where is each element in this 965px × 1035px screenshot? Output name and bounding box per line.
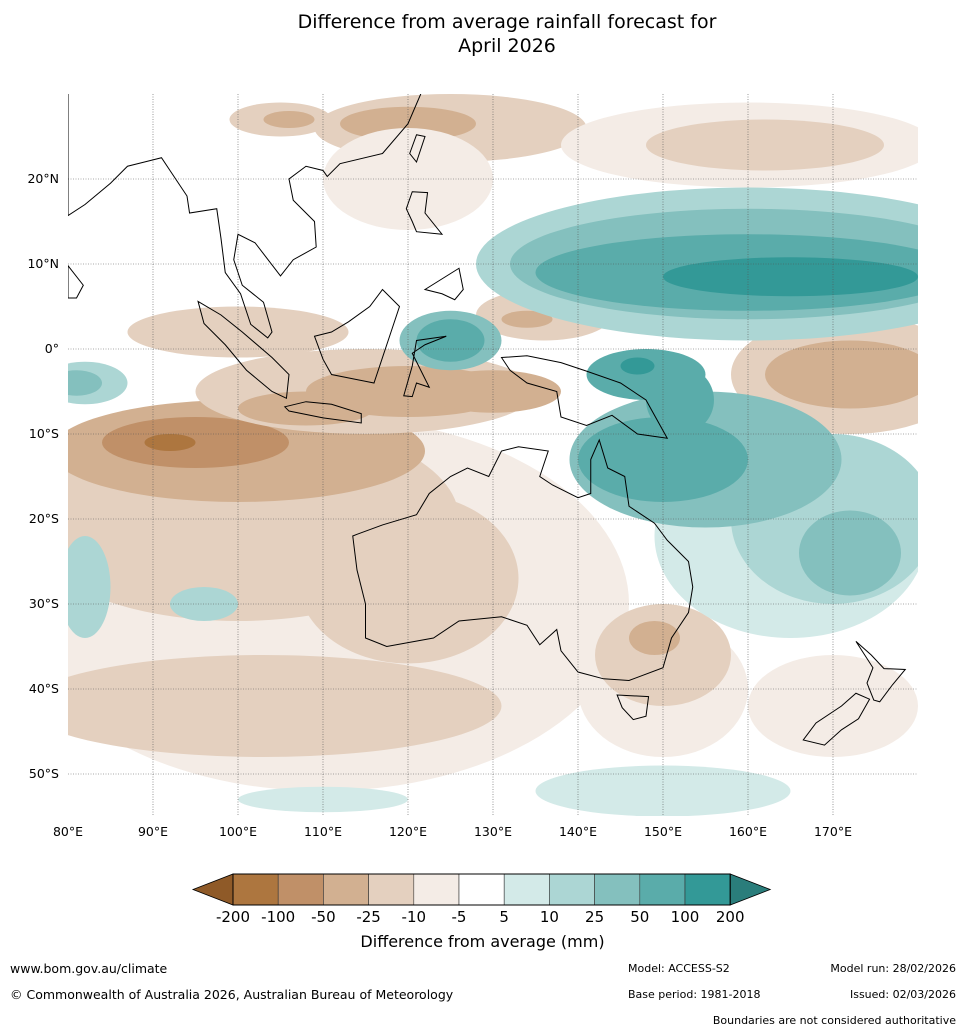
colorbar-segment (413, 873, 460, 906)
colorbar-tick-label: 200 (716, 908, 745, 926)
lat-tick-label: 40°S (29, 681, 59, 696)
coastline-borneo (313, 288, 401, 384)
lat-tick-label: 50°S (29, 766, 59, 781)
anomaly-region (620, 357, 655, 375)
colorbar-tick-label: -10 (402, 908, 427, 926)
model-run: Model run: 28/02/2026 (830, 962, 956, 975)
anomaly-region (765, 340, 918, 409)
coastline-sulawesi (403, 335, 447, 398)
coastline-tasmania (616, 694, 650, 721)
colorbar-tick-label: -5 (452, 908, 467, 926)
colorbar-segment (277, 873, 324, 906)
colorbar-tick-label: 10 (540, 908, 559, 926)
coastline-nz-north (855, 641, 907, 703)
map-title: Difference from average rainfall forecas… (0, 10, 965, 58)
lon-tick-label: 160°E (729, 824, 767, 839)
coastline-sumatra (197, 300, 290, 400)
lon-tick-label: 90°E (138, 824, 168, 839)
lon-tick-label: 140°E (559, 824, 597, 839)
anomaly-region (144, 434, 196, 451)
coastline-asia (68, 94, 422, 339)
coastline-mindanao (423, 267, 464, 301)
website-link[interactable]: www.bom.gov.au/climate (10, 961, 168, 976)
colorbar: -200 -100 -50 -25 -10 -5 5 10 25 50 100 200 (191, 873, 772, 926)
colorbar-segment (323, 873, 369, 906)
coastline-taiwan (409, 134, 426, 164)
copyright: © Commonwealth of Australia 2026, Austra… (10, 987, 454, 1002)
colorbar-segment (549, 873, 595, 906)
lon-tick-label: 80°E (53, 824, 83, 839)
colorbar-outline (232, 873, 731, 906)
title-line-2: April 2026 (458, 35, 556, 57)
anomaly-region (535, 765, 791, 816)
lon-tick-label: 170°E (814, 824, 852, 839)
anomaly-region (501, 310, 553, 328)
coastline-new-guinea (500, 355, 669, 439)
lat-tick-label: 20°N (27, 171, 59, 186)
lat-tick-label: 0° (45, 341, 59, 356)
axis-ticks: 80°E 90°E 100°E 110°E 120°E 130°E 140°E 150°E 16… (27, 171, 852, 839)
title-line-1: Difference from average rainfall forecas… (297, 11, 717, 33)
colorbar-segment (368, 873, 415, 906)
colorbar-label: Difference from average (mm) (360, 932, 605, 951)
colorbar-segment (458, 873, 505, 906)
disclaimer: Boundaries are not considered authoritat… (712, 1014, 956, 1027)
anomaly-region (646, 366, 714, 434)
colorbar-tick-label: 100 (671, 908, 700, 926)
lat-tick-label: 30°S (29, 596, 59, 611)
colorbar-tick-label: 25 (585, 908, 604, 926)
colorbar-segment (503, 873, 550, 906)
colorbar-tick-label: -200 (216, 908, 250, 926)
anomaly-region (646, 119, 884, 171)
lon-tick-label: 150°E (644, 824, 682, 839)
colorbar-tick-label: 5 (499, 908, 509, 926)
coastlines (68, 94, 907, 746)
colorbar-segment (684, 873, 731, 906)
anomaly-region (68, 536, 111, 638)
coastline-luzon (405, 191, 444, 235)
colorbar-tick-label: -100 (261, 908, 295, 926)
lon-tick-label: 130°E (474, 824, 512, 839)
anomaly-region (238, 391, 374, 426)
colorbar-segment (639, 873, 686, 906)
lon-tick-label: 110°E (304, 824, 342, 839)
anomaly-region (68, 370, 102, 396)
anomaly-region (416, 319, 485, 362)
issued-date: Issued: 02/03/2026 (849, 988, 956, 1001)
lat-tick-label: 10°N (27, 256, 59, 271)
lon-tick-label: 120°E (389, 824, 427, 839)
coastline-sri-lanka (68, 264, 84, 299)
coastline-australia (352, 438, 694, 682)
colorbar-under-arrow (191, 873, 234, 906)
base-period: Base period: 1981-2018 (628, 988, 761, 1001)
anomaly-region (799, 510, 901, 596)
coastline-java (283, 401, 362, 424)
coastline-nz-south (802, 692, 871, 746)
anomaly-region (170, 587, 238, 621)
model-name: Model: ACCESS-S2 (628, 962, 730, 975)
anomaly-region (629, 621, 680, 655)
rainfall-anomaly-field (68, 94, 918, 816)
colorbar-tick-label: -50 (311, 908, 336, 926)
anomaly-region (68, 655, 502, 757)
colorbar-tick-label: -25 (356, 908, 381, 926)
colorbar-segment (232, 873, 279, 906)
graticule (68, 94, 918, 816)
colorbar-segment (594, 873, 641, 906)
anomaly-region (663, 257, 918, 297)
lat-tick-label: 20°S (29, 511, 59, 526)
colorbar-over-arrow (729, 873, 772, 906)
colorbar-tick-label: 50 (630, 908, 649, 926)
lat-tick-label: 10°S (29, 426, 59, 441)
lon-tick-label: 100°E (219, 824, 257, 839)
anomaly-region (748, 655, 918, 757)
anomaly-region (263, 111, 315, 128)
